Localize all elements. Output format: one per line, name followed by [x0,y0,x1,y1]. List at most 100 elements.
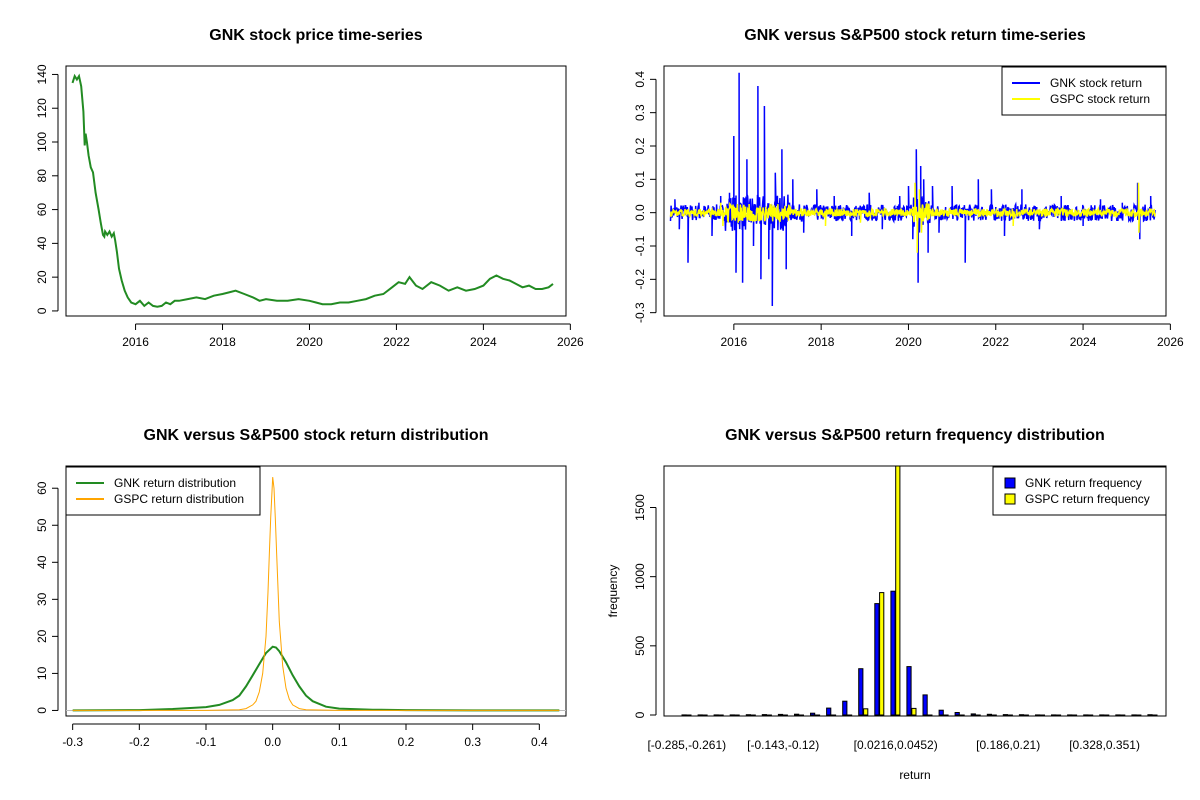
y-tick-label: -0.1 [633,235,647,256]
x-tick-label: 2026 [1157,335,1184,349]
x-tick-label: 2016 [122,335,149,349]
bar-gnk [1035,714,1041,716]
plot-frame-4 [663,465,1167,717]
y-tick-label: 20 [35,629,49,643]
x-tick-label: 0.1 [331,735,348,749]
bar-gspc [943,714,949,716]
legend-label: GSPC return frequency [1025,492,1150,506]
x-tick-label: 2024 [1070,335,1097,349]
y-tick-label: 140 [35,64,49,84]
bar-gspc [1136,714,1142,716]
bar-gnk [681,714,687,716]
x-tick-label: [0.328,0.351) [1069,738,1140,752]
plot-title-1: GNK stock price time-series [209,27,423,44]
x-axis-label: return [899,768,930,782]
y-tick-label: 30 [35,592,49,606]
bar-gspc [830,714,837,716]
bar-gnk [777,713,784,716]
bar-gnk [906,666,912,716]
x-tick-label: [-0.143,-0.12) [747,738,819,752]
bar-gspc [1039,714,1046,716]
y-tick-label: -0.2 [633,269,647,290]
y-tick-label: -0.3 [633,302,647,323]
x-tick-label: 2018 [209,335,236,349]
x-tick-label: 2024 [470,335,497,349]
x-tick-label: [-0.285,-0.261) [647,738,726,752]
bar-gnk [794,713,800,716]
bar-gnk [858,668,864,716]
bar-gspc [686,714,692,716]
legend-label: GNK return frequency [1025,476,1142,490]
legend-label: GSPC return distribution [114,492,244,506]
bar-gnk [954,712,960,716]
bar-gspc [702,714,708,716]
y-tick-label: 10 [35,666,49,680]
y-tick-label: 40 [35,555,49,569]
bar-gnk [922,694,928,716]
legend-label: GSPC stock return [1050,92,1150,106]
series-line-gnk-price [71,73,554,308]
legend-box [1001,66,1167,116]
x-tick-label: 2016 [720,335,747,349]
y-tick-label: 120 [35,98,49,118]
plot-title-3: GNK versus S&P500 stock return distribut… [144,427,489,444]
bar-gnk [1067,714,1073,716]
y-tick-label: 1000 [633,563,647,590]
bar-gspc [718,714,724,716]
x-tick-label: -0.3 [62,735,83,749]
series-line-gspc-return [669,182,1156,253]
bar-gnk [1002,714,1008,716]
bar-gspc [782,714,788,716]
bar-gnk [826,707,832,716]
y-tick-label: 0.4 [633,71,647,88]
panel-return-timeseries: GNK versus S&P500 stock return time-seri… [633,27,1184,349]
bar-gspc [750,714,756,716]
panel-return-frequency: GNK versus S&P500 return frequency distr… [606,427,1167,782]
bar-gnk [1051,714,1057,716]
bar-gnk [970,713,976,716]
series-line-gnk-return [669,72,1156,307]
bar-gnk [713,714,719,716]
bar-gnk [1147,714,1153,716]
bar-gspc [975,714,981,716]
y-tick-label: 500 [633,636,647,656]
x-tick-label: 0.4 [531,735,548,749]
y-tick-label: 80 [35,169,49,183]
y-tick-label: 0.2 [633,137,647,154]
bar-gnk [1099,714,1105,716]
bar-gspc [879,592,885,716]
bar-gnk [729,714,735,716]
panel-return-density: GNK versus S&P500 stock return distribut… [35,427,567,749]
bar-gspc [927,714,933,716]
y-tick-label: 0 [35,307,49,314]
bar-gnk [986,713,992,716]
y-tick-label: 0 [35,707,49,714]
bar-gnk [874,603,880,716]
y-tick-label: 0.3 [633,104,647,121]
legend-box [65,466,261,516]
plot-title-4: GNK versus S&P500 return frequency distr… [725,427,1105,444]
bar-gspc [959,714,965,716]
legend-box [992,466,1167,516]
bar-gspc [798,714,804,716]
plot-title-2: GNK versus S&P500 stock return time-seri… [744,27,1086,44]
x-tick-label: [0.0216,0.0452) [854,738,938,752]
x-tick-label: [0.186,0.21) [976,738,1040,752]
bar-gspc [911,707,917,716]
bar-gspc [1055,714,1062,716]
bar-gnk [842,700,848,716]
bar-gspc [734,714,740,716]
bar-gnk [938,709,944,716]
bar-gspc [1120,714,1126,716]
plot-frame-1 [65,65,567,317]
y-tick-label: 0 [633,711,647,718]
y-tick-label: 60 [35,203,49,217]
bar-gnk [1018,714,1025,716]
x-tick-label: 2020 [296,335,323,349]
bar-gnk [761,714,767,716]
legend-swatch [1004,477,1016,489]
y-tick-label: 1500 [633,494,647,521]
legend-label: GNK return distribution [114,476,236,490]
bar-gspc [1104,714,1110,716]
y-axis-label: frequency [606,565,620,618]
